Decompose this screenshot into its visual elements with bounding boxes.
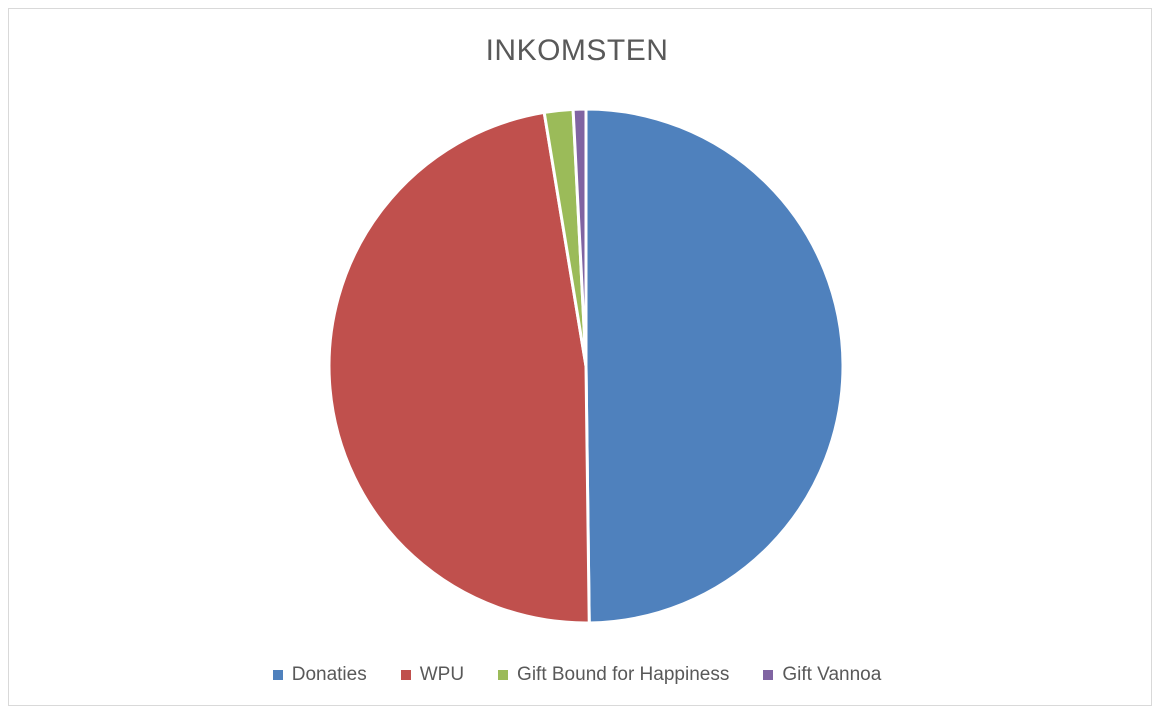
pie-slice-donaties bbox=[584, 107, 845, 625]
legend-item-gift-bound-for-happiness: Gift Bound for Happiness bbox=[498, 664, 729, 686]
legend-label-gift-vannoa: Gift Vannoa bbox=[782, 664, 882, 685]
legend-swatch-gift-bound-for-happiness bbox=[498, 670, 509, 680]
legend-label-donaties: Donaties bbox=[291, 664, 367, 685]
legend-swatch-wpu bbox=[400, 670, 411, 680]
pie-slice-gift-vannoa bbox=[571, 107, 588, 368]
chart-title: INKOMSTEN bbox=[485, 34, 669, 67]
legend-label-wpu: WPU bbox=[419, 664, 465, 685]
pie-slice-wpu bbox=[327, 110, 591, 625]
legend-label-gift-bound-for-happiness: Gift Bound for Happiness bbox=[517, 664, 730, 685]
legend-swatch-donaties bbox=[272, 670, 283, 680]
legend-item-donaties: Donaties bbox=[272, 664, 367, 686]
legend: Donaties WPU Gift Bound for Happiness Gi… bbox=[0, 664, 1154, 686]
legend-item-wpu: WPU bbox=[400, 664, 465, 686]
legend-item-gift-vannoa: Gift Vannoa bbox=[763, 664, 881, 686]
legend-swatch-gift-vannoa bbox=[763, 670, 774, 680]
